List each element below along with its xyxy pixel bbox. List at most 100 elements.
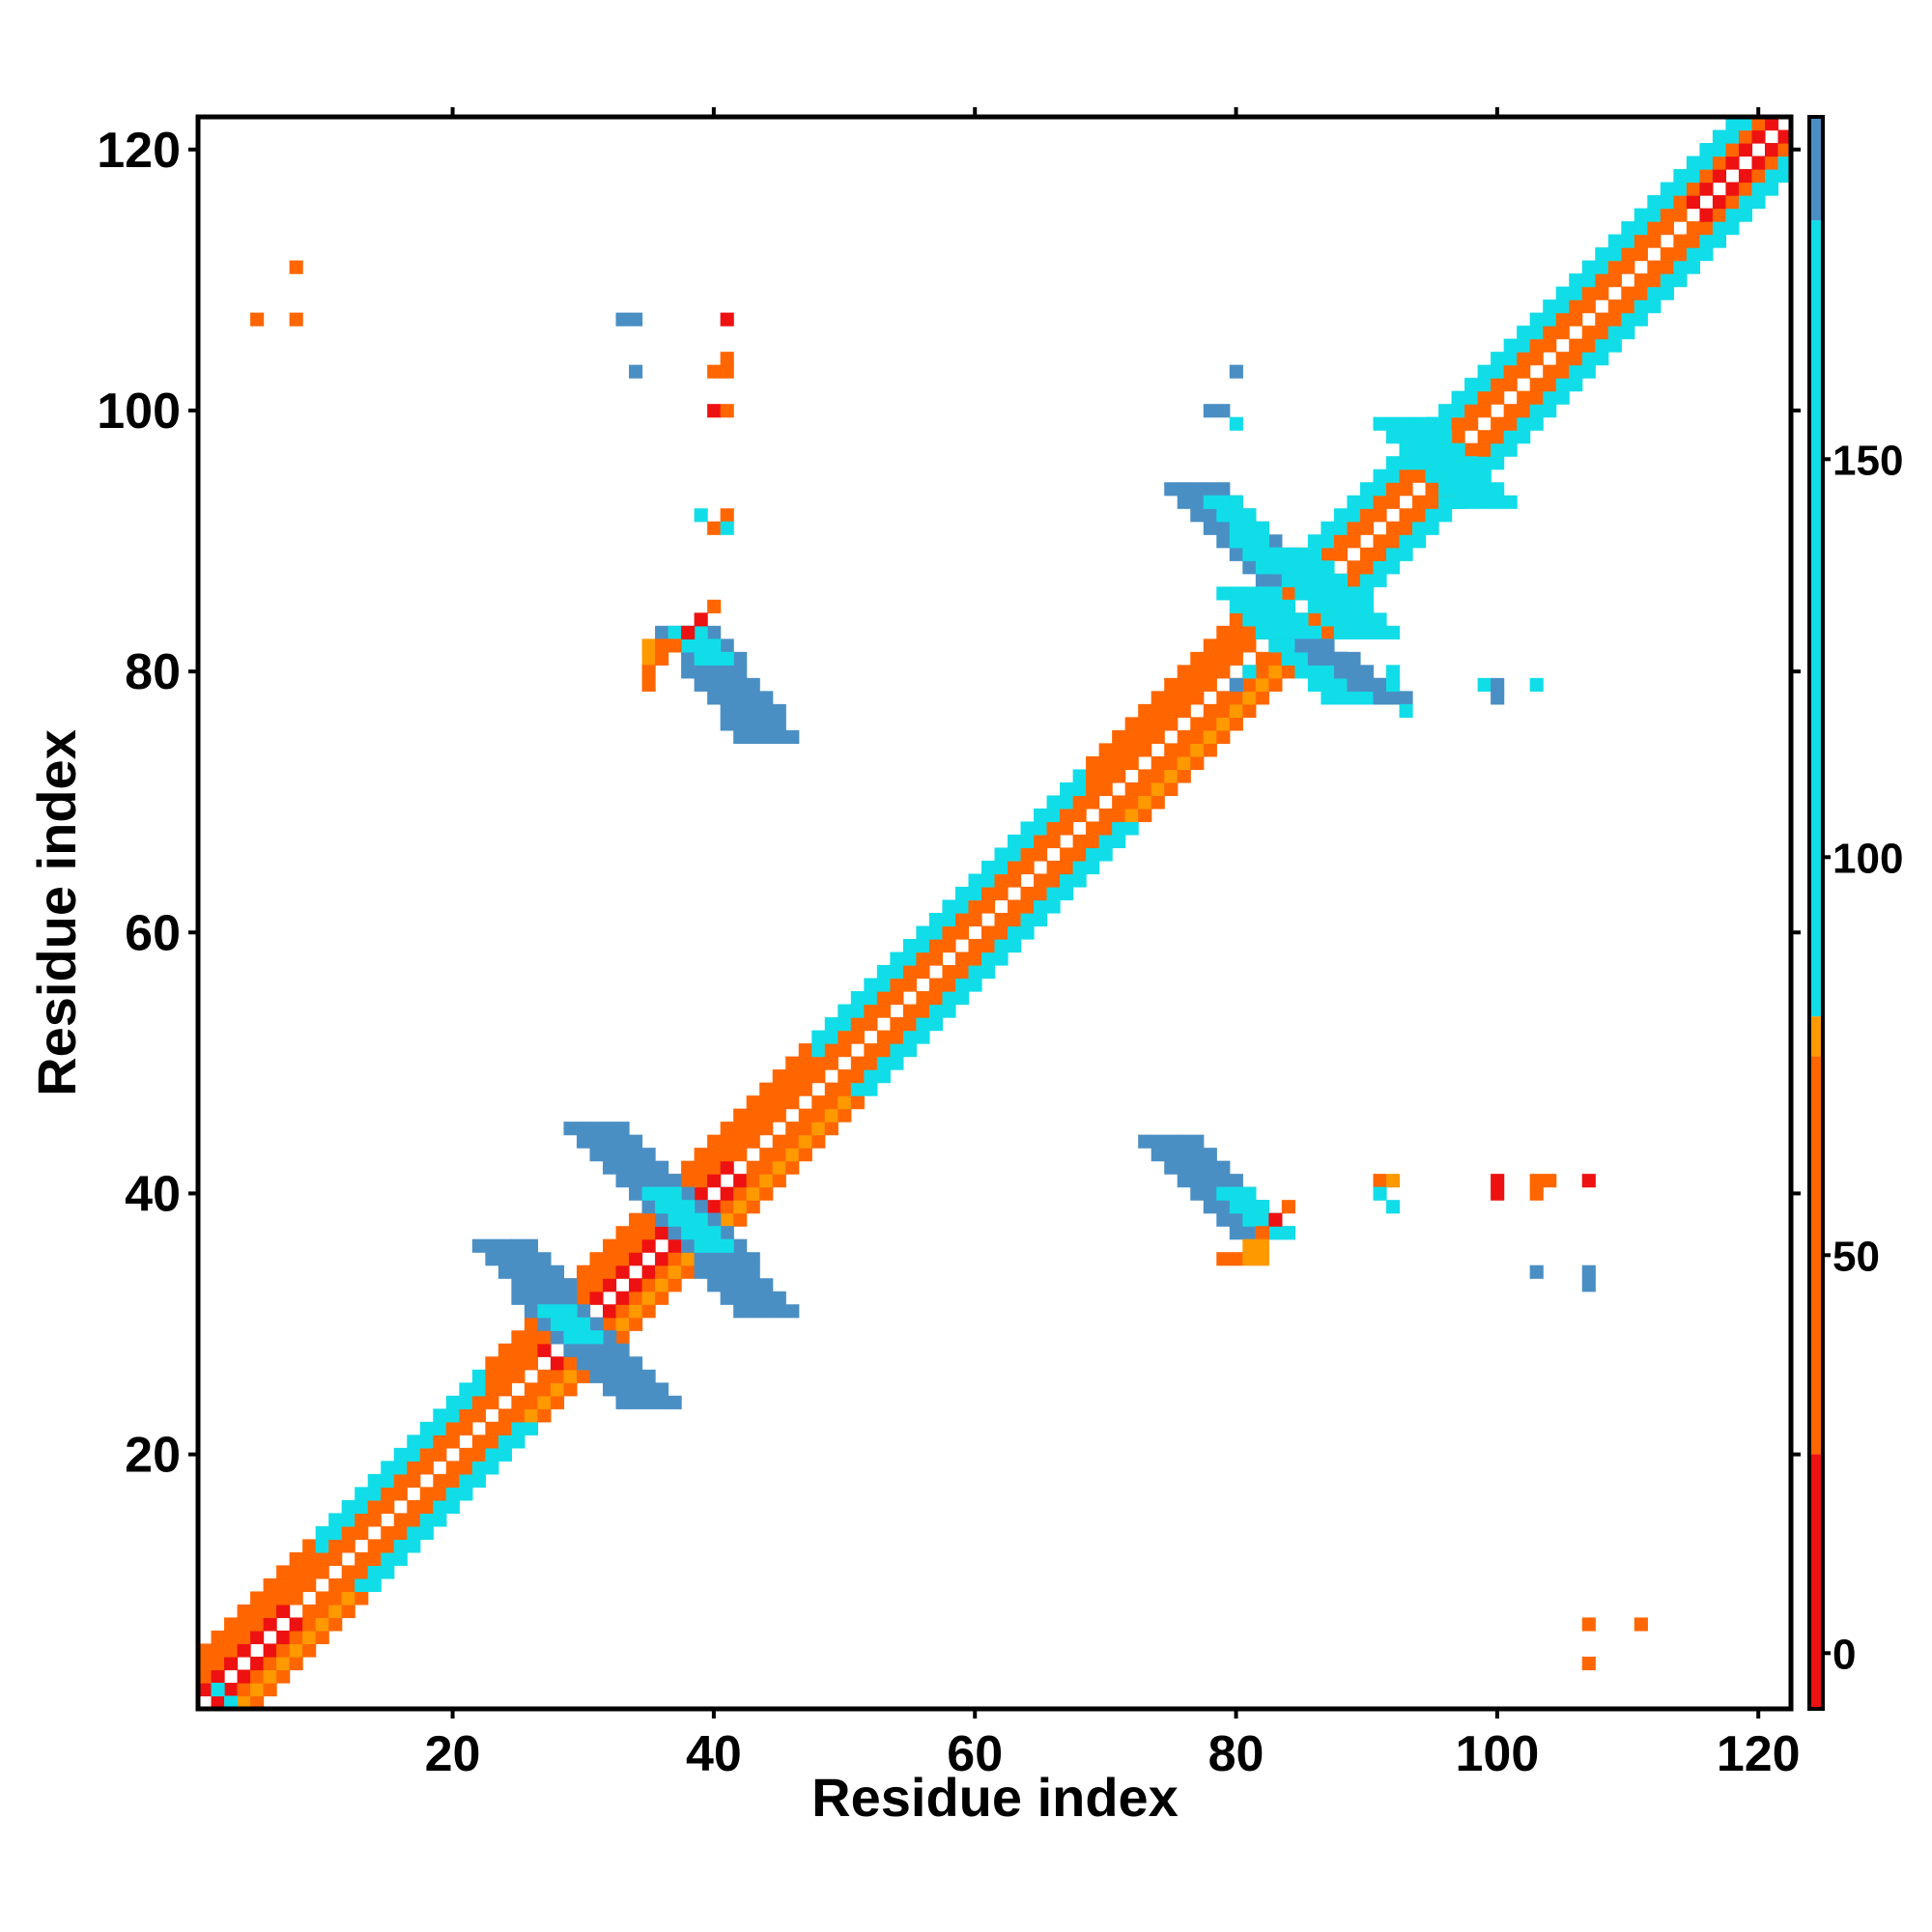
diagonal-cell bbox=[1738, 182, 1753, 196]
diagonal-cell bbox=[1738, 129, 1753, 144]
diagonal-cell bbox=[824, 1017, 838, 1032]
region-cell bbox=[576, 1356, 591, 1371]
diagonal-cell bbox=[1034, 847, 1048, 862]
diagonal-cell bbox=[1595, 326, 1609, 340]
region-cell bbox=[603, 1343, 617, 1357]
diagonal-cell bbox=[1373, 534, 1387, 549]
contact-cell bbox=[720, 508, 734, 523]
diagonal-cell bbox=[393, 1473, 408, 1488]
region-cell bbox=[720, 1226, 734, 1240]
diagonal-cell bbox=[1673, 195, 1688, 210]
diagonal-cell bbox=[1503, 416, 1518, 431]
diagonal-cell bbox=[850, 991, 865, 1006]
diagonal-cell bbox=[1242, 639, 1257, 653]
diagonal-cell bbox=[341, 1539, 355, 1553]
region-cell bbox=[759, 729, 774, 744]
diagonal-cell bbox=[1086, 781, 1100, 797]
diagonal-cell bbox=[367, 1499, 382, 1514]
contact-cell bbox=[641, 639, 656, 653]
diagonal-cell bbox=[1216, 639, 1231, 653]
diagonal-cell bbox=[916, 991, 930, 1006]
diagonal-cell bbox=[629, 1304, 643, 1319]
diagonal-cell bbox=[1595, 352, 1609, 366]
diagonal-cell bbox=[707, 1200, 722, 1214]
region-cell bbox=[1268, 560, 1283, 575]
region-cell bbox=[641, 1186, 656, 1201]
diagonal-cell bbox=[1281, 586, 1295, 601]
region-cell bbox=[1347, 599, 1361, 613]
diagonal-cell bbox=[433, 1447, 447, 1462]
region-cell bbox=[1347, 651, 1361, 666]
region-cell bbox=[772, 1304, 786, 1319]
diagonal-cell bbox=[511, 1356, 526, 1371]
diagonal-cell bbox=[589, 1252, 604, 1266]
diagonal-cell bbox=[641, 1291, 656, 1305]
diagonal-cell bbox=[850, 1069, 865, 1084]
contact-cell bbox=[1373, 1174, 1387, 1188]
diagonal-cell bbox=[615, 1304, 630, 1319]
diagonal-cell bbox=[263, 1682, 277, 1697]
region-cell bbox=[1281, 599, 1295, 613]
diagonal-cell bbox=[1399, 521, 1413, 535]
diagonal-cell bbox=[1686, 195, 1700, 210]
diagonal-cell bbox=[694, 1160, 708, 1175]
diagonal-cell bbox=[1124, 729, 1139, 744]
diagonal-cell bbox=[902, 1017, 918, 1032]
diagonal-cell bbox=[1764, 169, 1779, 184]
diagonal-cell bbox=[928, 978, 944, 992]
region-cell bbox=[603, 1122, 617, 1136]
diagonal-cell bbox=[1438, 495, 1453, 509]
diagonal-cell bbox=[1164, 677, 1179, 692]
region-cell bbox=[1255, 586, 1269, 601]
diagonal-cell bbox=[1008, 834, 1022, 849]
contact-cell bbox=[224, 1695, 239, 1710]
contact-cell bbox=[720, 521, 734, 535]
contact-cell bbox=[681, 625, 696, 639]
diagonal-cell bbox=[968, 939, 982, 953]
diagonal-cell bbox=[1581, 326, 1596, 340]
diagonal-cell bbox=[1072, 795, 1087, 810]
region-cell bbox=[681, 651, 696, 666]
contact-cell bbox=[1581, 1617, 1596, 1632]
diagonal-cell bbox=[890, 1017, 904, 1032]
diagonal-cell bbox=[603, 1264, 617, 1279]
diagonal-cell bbox=[641, 1212, 656, 1227]
diagonal-cell bbox=[1072, 860, 1087, 875]
region-cell bbox=[1373, 691, 1387, 705]
region-cell bbox=[1359, 599, 1375, 613]
diagonal-cell bbox=[890, 965, 904, 980]
region-cell bbox=[1268, 599, 1283, 613]
diagonal-cell bbox=[355, 1551, 369, 1567]
region-cell bbox=[707, 1264, 722, 1279]
diagonal-cell bbox=[381, 1539, 395, 1553]
diagonal-cell bbox=[497, 1382, 512, 1397]
diagonal-cell bbox=[1138, 808, 1152, 823]
diagonal-cell bbox=[1699, 169, 1714, 184]
diagonal-cell bbox=[433, 1499, 447, 1514]
region-cell bbox=[1268, 612, 1283, 627]
region-cell bbox=[655, 1160, 669, 1175]
contact-cell bbox=[707, 364, 722, 379]
diagonal-cell bbox=[1647, 221, 1662, 236]
diagonal-cell bbox=[471, 1473, 486, 1488]
diagonal-cell bbox=[433, 1435, 447, 1449]
region-cell bbox=[1242, 547, 1257, 561]
region-cell bbox=[1307, 599, 1322, 613]
diagonal-cell bbox=[1347, 534, 1361, 549]
diagonal-cell bbox=[1607, 338, 1622, 353]
diagonal-cell bbox=[1177, 677, 1191, 692]
contact-cell bbox=[1268, 1212, 1283, 1227]
diagonal-cell bbox=[1112, 769, 1126, 783]
diagonal-cell bbox=[811, 1095, 826, 1110]
contact-cell bbox=[1491, 677, 1505, 692]
region-cell bbox=[681, 1226, 696, 1240]
region-cell bbox=[615, 1160, 630, 1175]
diagonal-cell bbox=[1229, 612, 1243, 627]
region-cell bbox=[603, 1330, 617, 1345]
region-cell bbox=[563, 1278, 578, 1293]
diagonal-cell bbox=[302, 1565, 317, 1579]
diagonal-cell bbox=[1008, 860, 1022, 875]
y-tick-label: 100 bbox=[97, 384, 181, 440]
diagonal-cell bbox=[550, 1356, 565, 1371]
diagonal-cell bbox=[1686, 156, 1700, 170]
